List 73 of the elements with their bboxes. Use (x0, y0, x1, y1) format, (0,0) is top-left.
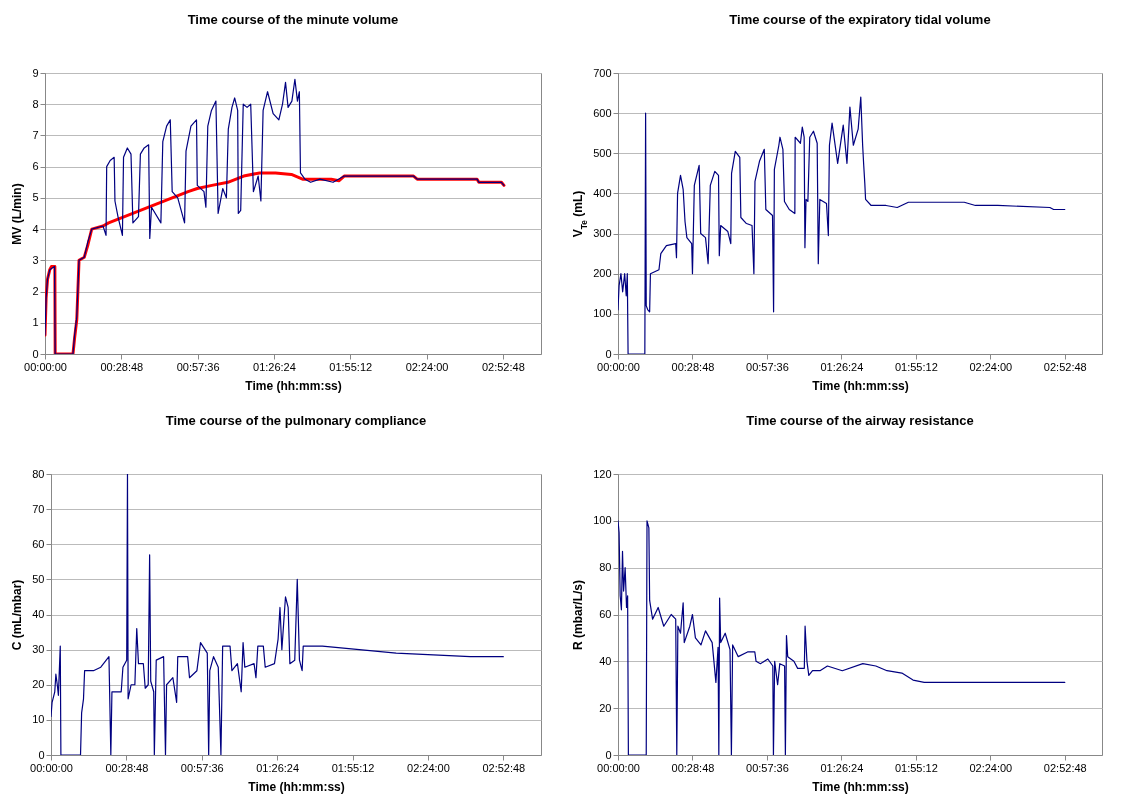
x-tick-label: 02:52:48 (1043, 360, 1087, 373)
y-tick-label: 9 (32, 66, 39, 79)
x-tick-label: 00:00:00 (24, 360, 67, 373)
y-tick-label: 600 (593, 106, 612, 119)
x-tick-label: 00:57:36 (746, 761, 789, 774)
y-tick-label: 0 (32, 347, 39, 360)
x-tick-label: 00:57:36 (180, 761, 224, 774)
x-tick-label: 02:24:00 (407, 761, 450, 774)
x-axis-title: Time (hh:mm:ss) (812, 378, 909, 393)
y-tick-label: 8 (32, 97, 39, 110)
y-tick-label: 10 (32, 713, 45, 726)
x-tick-label: 00:28:48 (671, 761, 715, 774)
y-tick-label: 0 (38, 748, 45, 761)
x-tick-label: 02:52:48 (1043, 761, 1087, 774)
y-tick-label: 500 (593, 146, 612, 159)
y-tick-label: 300 (593, 227, 612, 240)
y-tick-label: 20 (32, 678, 45, 691)
y-tick-label: 700 (593, 66, 612, 79)
y-tick-label: 7 (32, 128, 39, 141)
x-tick-label: 01:55:12 (894, 761, 938, 774)
y-tick-label: 80 (599, 561, 612, 574)
y-tick-label: 200 (593, 267, 612, 280)
y-tick-label: 6 (32, 160, 39, 173)
x-tick-label: 00:28:48 (671, 360, 715, 373)
x-tick-label: 00:28:48 (105, 761, 149, 774)
y-tick-label: 60 (599, 608, 612, 620)
y-tick-label: 50 (32, 572, 45, 585)
x-axis-title: Time (hh:mm:ss) (248, 779, 345, 794)
y-axis-title: C (mL/mbar) (10, 579, 25, 651)
y-axis-title: R (mbar/L/s) (571, 579, 586, 651)
y-tick-label: 30 (32, 643, 45, 656)
y-tick-label: 5 (32, 191, 39, 204)
x-tick-label: 01:26:24 (256, 761, 300, 774)
x-tick-label: 01:55:12 (329, 360, 373, 373)
x-tick-label: 02:24:00 (405, 360, 449, 373)
x-tick-label: 00:00:00 (30, 761, 73, 774)
y-tick-label: 2 (32, 285, 39, 298)
y-tick-label: 20 (599, 701, 612, 714)
chart-title: Time course of the airway resistance (746, 413, 974, 428)
y-tick-label: 400 (593, 186, 612, 199)
y-tick-label: 4 (32, 222, 39, 235)
x-tick-label: 02:24:00 (969, 761, 1013, 774)
x-tick-label: 02:52:48 (482, 761, 526, 774)
y-tick-label: 1 (32, 316, 39, 329)
y-tick-label: 40 (599, 654, 612, 667)
x-tick-label: 01:26:24 (253, 360, 296, 373)
x-tick-label: 00:00:00 (597, 761, 640, 774)
y-tick-label: 100 (593, 514, 612, 527)
y-tick-label: 0 (605, 748, 612, 761)
chart-title: Time course of the minute volume (187, 12, 399, 27)
x-tick-label: 00:57:36 (176, 360, 220, 373)
y-axis-title: MV (L/min) (10, 183, 25, 245)
y-tick-label: 60 (32, 537, 45, 550)
y-tick-label: 3 (32, 253, 39, 266)
x-tick-label: 02:24:00 (969, 360, 1013, 373)
y-tick-label: 100 (593, 307, 612, 320)
x-axis-title: Time (hh:mm:ss) (245, 378, 342, 393)
x-tick-label: 02:52:48 (481, 360, 525, 373)
x-tick-label: 01:26:24 (820, 761, 864, 774)
y-tick-label: 0 (605, 347, 612, 360)
x-axis-title: Time (hh:mm:ss) (812, 779, 909, 794)
x-tick-label: 00:28:48 (100, 360, 144, 373)
y-tick-label: 40 (32, 608, 45, 620)
y-tick-label: 120 (593, 467, 612, 480)
x-tick-label: 00:57:36 (746, 360, 789, 373)
x-tick-label: 00:00:00 (597, 360, 640, 373)
x-tick-label: 01:26:24 (820, 360, 864, 373)
chart-title: Time course of the expiratory tidal volume (729, 12, 991, 27)
x-tick-label: 01:55:12 (331, 761, 375, 774)
y-tick-label: 80 (32, 467, 45, 480)
x-tick-label: 01:55:12 (894, 360, 938, 373)
chart-title: Time course of the pulmonary compliance (165, 413, 427, 428)
y-tick-label: 70 (32, 502, 45, 515)
